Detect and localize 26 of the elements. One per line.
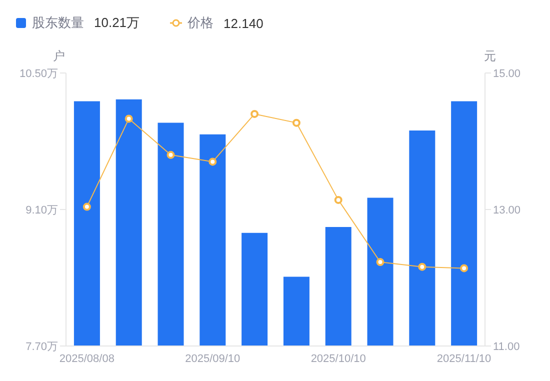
legend-label: 价格 <box>188 14 214 32</box>
point <box>208 158 217 166</box>
x-tick-label: 2025/09/10 <box>185 352 240 365</box>
text: 10.21万 <box>94 14 140 32</box>
y-tick-label: 7.70万 <box>26 340 58 353</box>
point <box>292 118 300 127</box>
point <box>376 258 384 266</box>
text: 12.140 <box>224 16 264 30</box>
x-tick-label: 2025/08/08 <box>59 352 114 365</box>
point <box>334 196 342 204</box>
point <box>418 262 426 271</box>
y2-tick-label: 13.00 <box>493 204 521 216</box>
point <box>250 110 259 118</box>
point <box>124 114 133 123</box>
y-axis-title: 户 <box>53 48 65 65</box>
point <box>166 150 175 159</box>
point <box>82 202 91 211</box>
y-tick-label: 9.10万 <box>26 204 58 216</box>
y-tick-label: 10.50万 <box>19 68 58 80</box>
y2-tick-label: 11.00 <box>493 340 520 353</box>
y2-axis-title: 元 <box>484 48 496 65</box>
x-tick-label: 2025/10/10 <box>310 352 366 365</box>
legend-label: 股东数量 <box>32 14 84 32</box>
y2-tick-label: 15.00 <box>493 68 521 80</box>
point <box>460 264 468 272</box>
x-tick-label: 2025/11/10 <box>436 352 492 365</box>
